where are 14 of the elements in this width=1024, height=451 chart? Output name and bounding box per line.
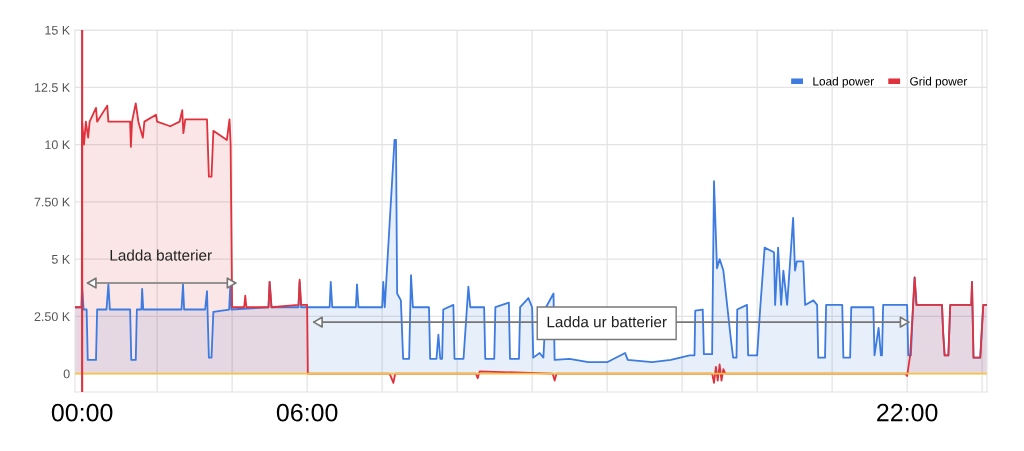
x-tick-label: 22:00	[877, 403, 938, 422]
y-tick-label: 5 K	[51, 255, 70, 264]
y-tick-label: 12.5 K	[34, 83, 70, 92]
legend-label: Load power	[813, 76, 874, 88]
y-tick-label: 7.50 K	[34, 197, 70, 207]
y-tick-label: 15 K	[45, 25, 70, 35]
legend-label: Grid power	[910, 76, 968, 88]
annotation: Ladda ur batterier	[547, 316, 667, 328]
y-tick-label: 10 K	[45, 140, 70, 150]
annotation: Ladda batterier	[110, 249, 212, 261]
y-tick-label: 2.50 K	[34, 312, 70, 322]
x-tick-label: 06:00	[276, 403, 338, 422]
x-tick-label: 00:00	[51, 403, 113, 422]
y-tick-label: 0	[63, 369, 70, 379]
